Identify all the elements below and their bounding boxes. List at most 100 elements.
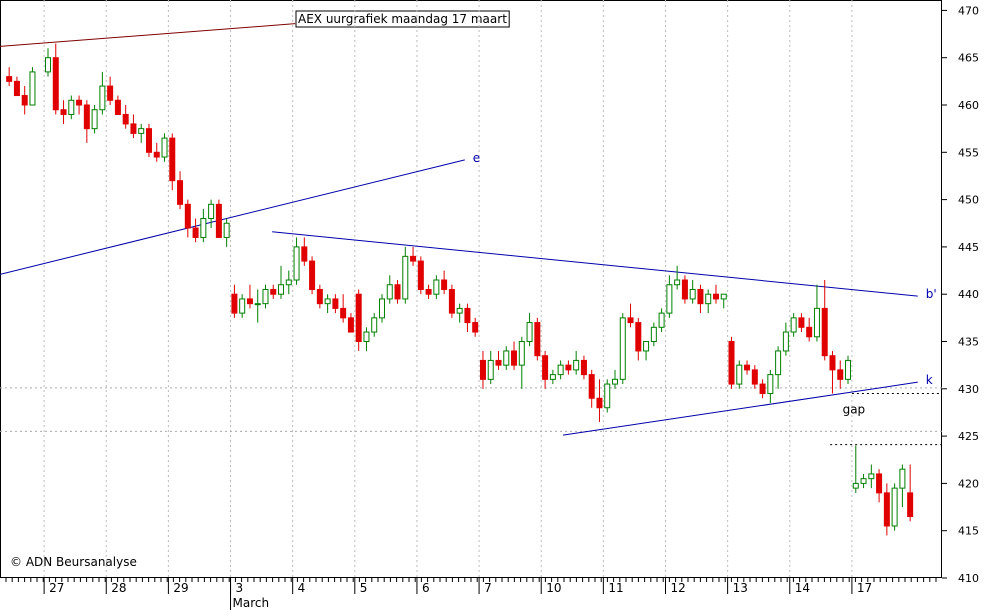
candle-body [29, 71, 36, 106]
candle-body [666, 284, 673, 314]
plot-frame [0, 0, 942, 578]
candle-body [301, 246, 308, 262]
x-tick-label: 6 [422, 581, 430, 595]
candle-body [145, 128, 152, 153]
candle-body [363, 331, 370, 343]
trendline [0, 23, 296, 47]
candle-body [184, 203, 191, 229]
candle-body [122, 113, 129, 125]
candle-body [316, 288, 323, 305]
candle-body [689, 288, 696, 300]
candle-body [223, 222, 230, 238]
candle-body [433, 279, 440, 295]
candle-body [309, 260, 316, 290]
candle-body [487, 359, 494, 380]
candle-body [650, 326, 657, 343]
candle-body [464, 307, 471, 324]
candle-body [907, 492, 914, 518]
candle-body [759, 383, 766, 395]
x-tick-label: 5 [360, 581, 368, 595]
annotation: gap [843, 403, 866, 417]
candle-body [76, 99, 83, 106]
x-tick-label: 7 [484, 581, 492, 595]
candle-body [231, 293, 238, 314]
copyright: © ADN Beursanalyse [10, 555, 137, 569]
candle-body [782, 331, 789, 352]
candle-body [347, 317, 354, 333]
trendline [272, 231, 918, 297]
candle-body [417, 260, 424, 290]
candle-body [868, 473, 875, 480]
candle-body [68, 99, 75, 115]
candle-body [13, 80, 20, 97]
candle-body [503, 350, 510, 366]
candle-body [518, 341, 525, 366]
candle-body [410, 255, 417, 262]
candle-body [262, 288, 269, 305]
y-tick-label: 465 [958, 52, 979, 65]
candle-body [332, 298, 339, 309]
candle-body [21, 95, 28, 106]
candle-body [557, 364, 564, 376]
x-tick-label: 17 [857, 581, 872, 595]
candle-body [161, 137, 168, 158]
candle-body [860, 478, 867, 484]
candle-body [658, 312, 665, 328]
candle-body [6, 76, 13, 82]
candle-body [394, 284, 401, 300]
candle-body [169, 137, 176, 182]
candle-body [845, 359, 852, 380]
trendline [0, 159, 465, 275]
candle-body [60, 109, 67, 115]
candle-body [52, 57, 59, 111]
candle-body [378, 298, 385, 319]
candle-body [456, 307, 463, 314]
y-tick-label: 425 [958, 430, 979, 443]
y-tick-label: 410 [958, 572, 979, 585]
y-tick-label: 440 [958, 288, 979, 301]
x-tick-label: 14 [795, 581, 810, 595]
candle-body [495, 359, 502, 366]
candle-body [441, 279, 448, 290]
candle-body [891, 487, 898, 527]
candle-body [720, 293, 727, 300]
candle-body [775, 350, 782, 376]
candle-body [177, 180, 184, 205]
candle-body [215, 203, 222, 238]
candle-body [596, 397, 603, 409]
candle-body [239, 298, 246, 314]
y-tick-label: 460 [958, 99, 979, 112]
candle-body [883, 492, 890, 527]
candle-body [130, 123, 137, 134]
candle-body [83, 104, 90, 130]
candle-body [573, 359, 580, 371]
candle-body [526, 322, 533, 343]
candle-body [674, 279, 681, 286]
candle-body [324, 298, 331, 305]
candle-body [270, 288, 277, 295]
candle-body [821, 307, 828, 357]
candle-body [448, 288, 455, 314]
candle-body [806, 326, 813, 338]
candle-body [612, 378, 619, 385]
candle-body [254, 303, 261, 306]
candle-body [153, 151, 160, 158]
candle-body [876, 473, 883, 494]
candle-body [728, 341, 735, 385]
candle-body [705, 293, 712, 305]
trendline [562, 381, 918, 436]
y-tick-label: 415 [958, 525, 979, 538]
candle-body [813, 307, 820, 338]
candle-body [619, 317, 626, 380]
candle-body [386, 284, 393, 300]
candle-body [402, 255, 409, 300]
candle-body [643, 341, 650, 352]
candle-body [534, 322, 541, 357]
candle-body [712, 293, 719, 300]
trendline-label: k [926, 373, 933, 387]
candle-body [604, 383, 611, 409]
candle-body [192, 227, 199, 238]
candle-body [697, 288, 704, 305]
candle-body [736, 364, 743, 385]
x-tick-label: 29 [173, 581, 188, 595]
